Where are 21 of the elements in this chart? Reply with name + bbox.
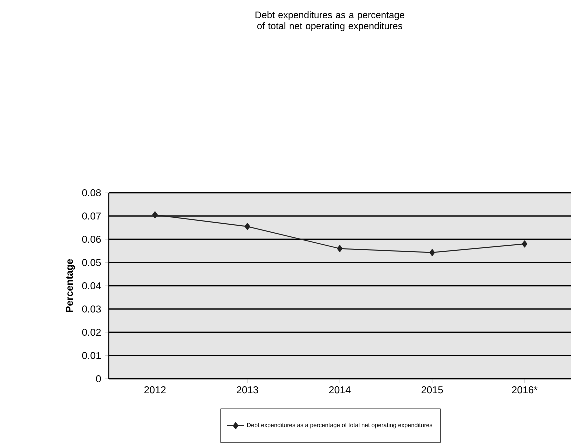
y-axis-title: Percentage — [66, 259, 76, 312]
y-tick-label: 0.05 — [82, 259, 102, 266]
y-tick-label: 0.03 — [82, 306, 102, 313]
chart-title: Debt expenditures as a percentage of total net operating expenditures — [256, 12, 405, 32]
point — [430, 249, 436, 256]
y-tick-label: 0.01 — [82, 352, 102, 360]
y-tick-label: 0.02 — [82, 328, 102, 336]
point — [152, 212, 158, 219]
x-tick-label: 2012 — [144, 386, 166, 394]
x-tick-label: 2016* — [512, 386, 538, 394]
x-tick-label: 2013 — [237, 386, 258, 394]
x-tick-label: 2015 — [422, 386, 444, 394]
y-tick-label: 0.04 — [82, 282, 102, 290]
y-tick-label: 0.07 — [82, 212, 102, 220]
y-tick-label: 0.06 — [82, 236, 102, 244]
point — [522, 240, 528, 248]
y-tick-label: 0 — [96, 375, 102, 383]
x-tick-label: 2014 — [329, 386, 351, 394]
point — [244, 223, 250, 230]
point — [337, 245, 343, 252]
y-tick-label: 0.08 — [82, 189, 102, 197]
